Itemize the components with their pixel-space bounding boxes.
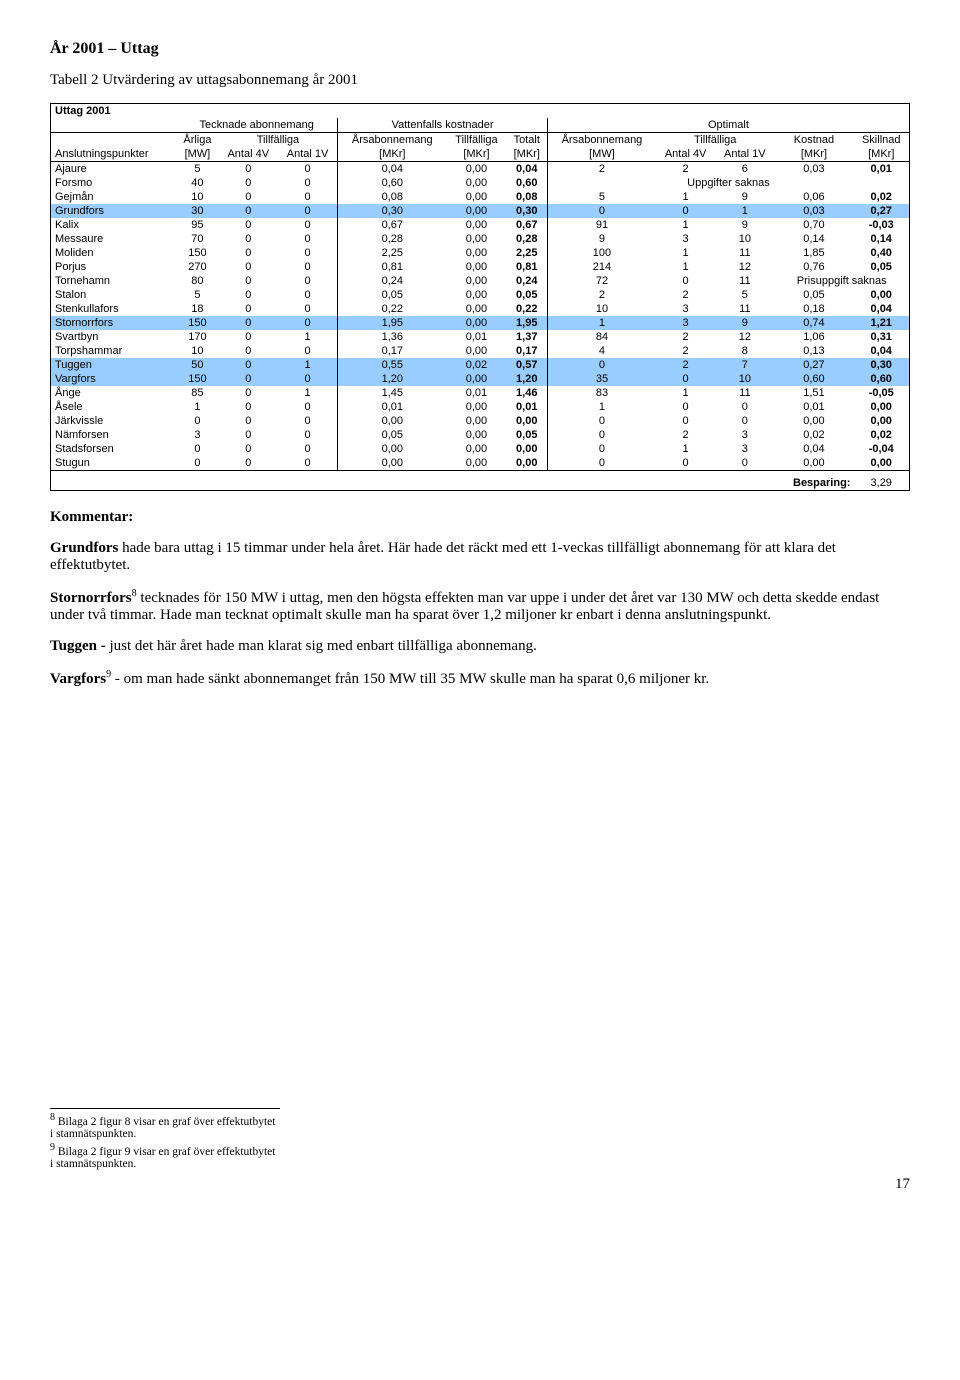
page-number: 17 bbox=[50, 1176, 910, 1193]
commentary-p4: Vargfors9 - om man hade sänkt abonnemang… bbox=[50, 669, 910, 688]
group-header: Tecknade abonnemang bbox=[176, 118, 338, 133]
sub-header: Tillfälliga bbox=[446, 133, 506, 148]
table-row: Nämforsen3000,050,000,050230,020,02 bbox=[51, 428, 909, 442]
commentary-title: Kommentar: bbox=[50, 509, 133, 525]
sub-header: Årliga bbox=[176, 133, 218, 148]
sub-header: Tillfälliga bbox=[656, 133, 774, 148]
sub-header: Årsabonnemang bbox=[547, 133, 656, 148]
table-row: Ånge85011,450,011,46831111,51-0,05 bbox=[51, 386, 909, 400]
table-row: Moliden150002,250,002,251001111,850,40 bbox=[51, 246, 909, 260]
table-row: Porjus270000,810,000,812141120,760,05 bbox=[51, 260, 909, 274]
sub-header: Totalt bbox=[507, 133, 548, 148]
unit-header: Anslutningspunkter bbox=[51, 147, 176, 162]
table-row: Grundfors30000,300,000,300010,030,27 bbox=[51, 204, 909, 218]
unit-header: Antal 1V bbox=[715, 147, 774, 162]
table-row: Stornorrfors150001,950,001,951390,741,21 bbox=[51, 316, 909, 330]
unit-header: [MKr] bbox=[507, 147, 548, 162]
unit-header: [MW] bbox=[176, 147, 218, 162]
table-row: Messaure70000,280,000,2893100,140,14 bbox=[51, 232, 909, 246]
table-row: Stenkullafors18000,220,000,22103110,180,… bbox=[51, 302, 909, 316]
sub-header: Kostnad bbox=[774, 133, 853, 148]
besparing-value: 3,29 bbox=[853, 475, 909, 490]
commentary-p2: Stornorrfors8 tecknades för 150 MW i utt… bbox=[50, 588, 910, 624]
page-heading: År 2001 – Uttag bbox=[50, 40, 910, 58]
table-row: Tuggen50010,550,020,570270,270,30 bbox=[51, 358, 909, 372]
unit-header: [MKr] bbox=[446, 147, 506, 162]
commentary-p3: Tuggen - just det här året hade man klar… bbox=[50, 638, 910, 655]
table-caption: Tabell 2 Utvärdering av uttagsabonnemang… bbox=[50, 72, 910, 89]
table-title: Uttag 2001 bbox=[51, 104, 909, 118]
footnotes: 8 Bilaga 2 figur 8 visar en graf över ef… bbox=[50, 1108, 280, 1170]
table-row: Gejmån10000,080,000,085190,060,02 bbox=[51, 190, 909, 204]
unit-header: [MKr] bbox=[338, 147, 447, 162]
unit-header: Antal 4V bbox=[219, 147, 278, 162]
table-row: Svartbyn170011,360,011,37842121,060,31 bbox=[51, 330, 909, 344]
table-row: Forsmo40000,600,000,60Uppgifter saknas bbox=[51, 176, 909, 190]
unit-header: Antal 4V bbox=[656, 147, 715, 162]
besparing-label: Besparing: bbox=[774, 475, 853, 490]
table-row: Stadsforsen0000,000,000,000130,04-0,04 bbox=[51, 442, 909, 456]
group-header: Optimalt bbox=[547, 118, 909, 133]
unit-header: [MW] bbox=[547, 147, 656, 162]
sub-header: Årsabonnemang bbox=[338, 133, 447, 148]
footnote-8: 8 Bilaga 2 figur 8 visar en graf över ef… bbox=[50, 1112, 280, 1140]
group-header: Vattenfalls kostnader bbox=[338, 118, 548, 133]
table-row: Kalix95000,670,000,6791190,70-0,03 bbox=[51, 218, 909, 232]
sub-header: Skillnad bbox=[853, 133, 909, 148]
table-row: Torpshammar10000,170,000,174280,130,04 bbox=[51, 344, 909, 358]
data-table: Uttag 2001 Tecknade abonnemang Vattenfal… bbox=[50, 103, 910, 491]
table-row: Stalon5000,050,000,052250,050,00 bbox=[51, 288, 909, 302]
table-row: Tornehamn80000,240,000,2472011Prisuppgif… bbox=[51, 274, 909, 288]
footnote-9: 9 Bilaga 2 figur 9 visar en graf över ef… bbox=[50, 1142, 280, 1170]
table-row: Åsele1000,010,000,011000,010,00 bbox=[51, 400, 909, 414]
table-row: Stugun0000,000,000,000000,000,00 bbox=[51, 456, 909, 471]
commentary-p1: Grundfors hade bara uttag i 15 timmar un… bbox=[50, 540, 910, 574]
unit-header: [MKr] bbox=[774, 147, 853, 162]
table-row: Järkvissle0000,000,000,000000,000,00 bbox=[51, 414, 909, 428]
commentary-section: Kommentar: Grundfors hade bara uttag i 1… bbox=[50, 509, 910, 688]
sub-header: Tillfälliga bbox=[219, 133, 338, 148]
table-row: Vargfors150001,200,001,20350100,600,60 bbox=[51, 372, 909, 386]
unit-header: Antal 1V bbox=[278, 147, 338, 162]
table-row: Ajaure5000,040,000,042260,030,01 bbox=[51, 162, 909, 177]
unit-header: [MKr] bbox=[853, 147, 909, 162]
